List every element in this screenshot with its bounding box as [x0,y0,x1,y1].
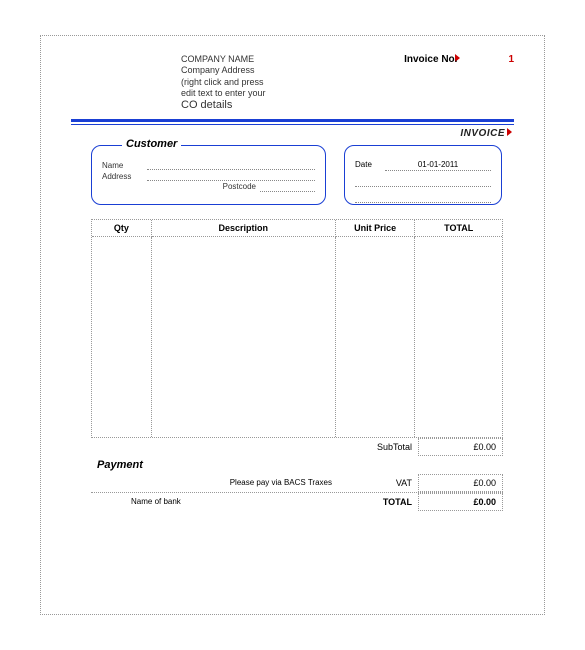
totals-section: SubTotal £0.00 Payment Please pay via BA… [91,438,503,511]
total-label: TOTAL [338,494,418,510]
total-value: £0.00 [418,493,503,511]
subtotal-label: SubTotal [338,439,418,455]
col-desc-body[interactable] [152,237,336,437]
invoice-number-block: Invoice No. 1 [404,54,514,113]
marker-icon [507,128,512,136]
date-value[interactable]: 01-01-2011 [385,160,491,171]
company-block: COMPANY NAME Company Address (right clic… [181,54,266,113]
customer-box: Customer Name Address Postcode [91,145,326,205]
company-line-3: (right click and press [181,77,266,88]
invoice-title-text: INVOICE [460,128,505,139]
date-box: Date 01-01-2011 [344,145,502,205]
subtotal-value: £0.00 [418,438,503,456]
company-line-1: COMPANY NAME [181,54,266,65]
customer-name-row: Name [102,160,315,171]
customer-name-label: Name [102,160,147,171]
customer-postcode-row: Postcode [102,182,315,192]
items-body [92,237,502,437]
items-header: Qty Description Unit Price TOTAL [92,220,502,237]
invoice-page: COMPANY NAME Company Address (right clic… [40,35,545,615]
customer-address-label: Address [102,171,147,182]
payment-left: Payment [91,456,338,474]
customer-address-row: Address [102,171,315,182]
vat-spacer-val [418,462,503,468]
payment-row: Payment [91,456,503,474]
col-total-header: TOTAL [415,220,502,237]
customer-name-field[interactable] [147,160,315,170]
blue-divider [71,119,514,125]
customer-address-field[interactable] [147,171,315,181]
vat-value: £0.00 [418,474,503,492]
vat-row: Please pay via BACS Traxes VAT £0.00 [91,474,503,492]
vat-spacer [338,462,418,468]
date-row: Date 01-01-2011 [355,160,491,171]
col-qty-body[interactable] [92,237,152,437]
col-price-header: Unit Price [336,220,416,237]
invoice-number-value: 1 [508,54,514,65]
grand-total-row: Name of bank TOTAL £0.00 [91,492,503,511]
subtotal-row: SubTotal £0.00 [91,438,503,456]
col-desc-header: Description [152,220,336,237]
company-line-5: CO details [181,99,266,113]
info-boxes: Customer Name Address Postcode Date 01-0… [91,145,514,205]
invoice-number-label: Invoice No. [404,54,457,65]
company-line-2: Company Address [181,65,266,76]
header: COMPANY NAME Company Address (right clic… [181,54,514,113]
customer-box-title: Customer [122,138,181,150]
bacs-text: Please pay via BACS Traxes [91,475,338,490]
col-total-body[interactable] [415,237,502,437]
date-blank-2 [355,193,491,203]
col-qty-header: Qty [92,220,152,237]
customer-postcode-field[interactable] [260,182,315,192]
customer-postcode-label: Postcode [223,182,256,192]
items-table: Qty Description Unit Price TOTAL [91,219,503,438]
payment-title: Payment [97,459,143,471]
col-price-body[interactable] [336,237,416,437]
vat-label: VAT [338,475,418,491]
company-line-4: edit text to enter your [181,88,266,99]
date-blank-1 [355,177,491,187]
bank-label: Name of bank [91,494,338,509]
subtotal-spacer [91,444,338,450]
date-label: Date [355,160,385,171]
